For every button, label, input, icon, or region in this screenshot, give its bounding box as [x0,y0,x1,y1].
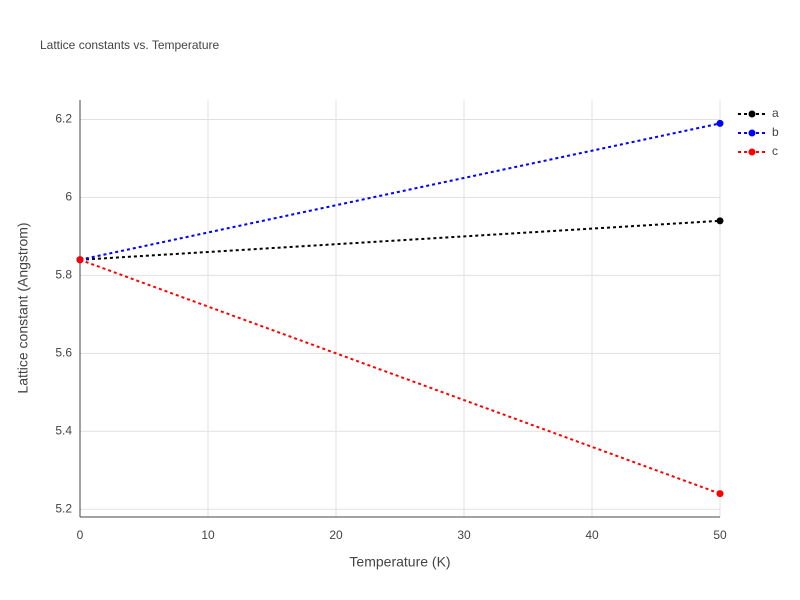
legend-label: b [772,125,779,139]
y-axis-label: Lattice constant (Angstrom) [15,222,31,393]
x-tick-label: 10 [201,528,215,542]
legend-marker [748,129,756,137]
y-tick-label: 6.2 [55,112,72,126]
y-tick-label: 5.6 [55,345,72,359]
data-point [716,490,724,498]
y-tick-label: 5.2 [55,501,72,515]
y-tick-label: 6 [65,190,72,204]
x-tick-label: 30 [457,528,471,542]
x-tick-label: 20 [329,528,343,542]
series-line [79,122,721,261]
legend-label: a [772,106,779,120]
x-tick-label: 50 [713,528,727,542]
x-tick-label: 40 [585,528,599,542]
y-tick-label: 5.8 [55,268,72,282]
x-axis-label: Temperature (K) [349,554,450,570]
data-point [716,119,724,127]
legend-marker [748,148,756,156]
y-tick-label: 5.4 [55,423,72,437]
series-line [79,258,721,495]
x-tick-label: 0 [77,528,84,542]
legend-label: c [772,144,778,158]
legend-marker [748,110,756,118]
data-point [716,217,724,225]
data-point [76,256,84,264]
chart-title: Lattice constants vs. Temperature [40,38,220,52]
series-line [79,219,721,261]
